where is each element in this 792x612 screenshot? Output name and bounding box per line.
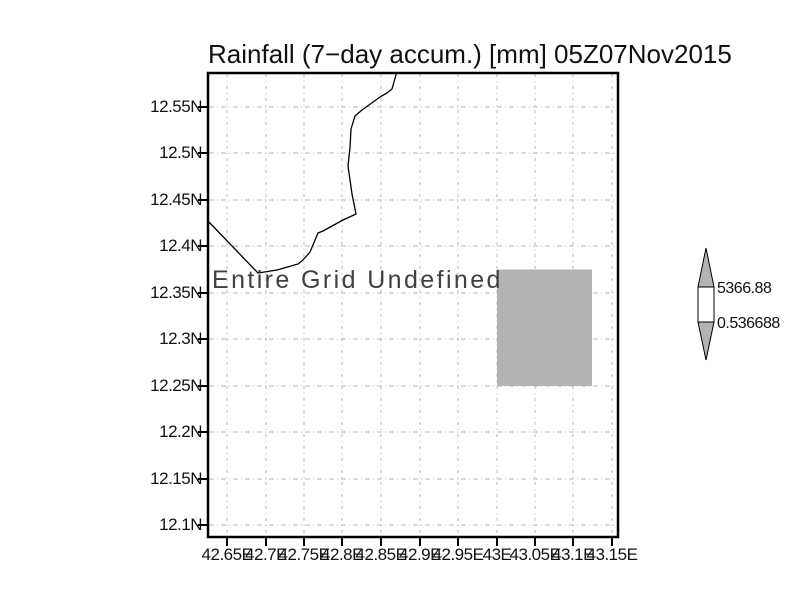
undefined-grid-message: Entire Grid Undefined (212, 266, 503, 294)
x-tick-label: 43E (482, 545, 512, 564)
y-tick-label: 12.4N (159, 236, 202, 255)
x-tick-label: 42.95E (432, 545, 484, 564)
y-tick-label: 12.15N (150, 469, 202, 488)
plot-border (206, 71, 620, 539)
colorbar-down-arrow (697, 321, 715, 361)
x-tick-label: 42.9E (399, 545, 441, 564)
x-tick-label: 43.05E (509, 545, 561, 564)
x-tick-label: 43.15E (586, 545, 638, 564)
y-tick-label: 12.55N (150, 97, 202, 116)
colorbar (697, 247, 715, 361)
y-tick-label: 12.35N (150, 283, 202, 302)
y-tick-label: 12.1N (159, 515, 202, 534)
x-tick-label: 42.8E (321, 545, 363, 564)
colorbar-min-label: 0.536688 (717, 315, 780, 332)
y-axis-ticks (198, 106, 207, 526)
y-tick-label: 12.2N (159, 422, 202, 441)
colorbar-body (697, 286, 715, 323)
x-axis-ticks (226, 538, 613, 546)
y-tick-label: 12.45N (150, 190, 202, 209)
colorbar-max-label: 5366.88 (717, 280, 772, 297)
x-tick-label: 42.85E (355, 545, 407, 564)
y-tick-label: 12.25N (150, 376, 202, 395)
y-tick-label: 12.5N (159, 143, 202, 162)
gridlines (209, 74, 617, 536)
coastline (206, 72, 398, 274)
y-tick-label: 12.3N (159, 329, 202, 348)
x-tick-label: 42.65E (201, 545, 253, 564)
x-tick-label: 42.7E (245, 545, 287, 564)
chart-title: Rainfall (7−day accum.) [mm] 05Z07Nov201… (208, 39, 732, 69)
x-tick-label: 43.1E (552, 545, 594, 564)
undefined-region-cell (497, 269, 592, 386)
x-tick-label: 42.75E (278, 545, 330, 564)
colorbar-up-arrow (697, 247, 715, 288)
